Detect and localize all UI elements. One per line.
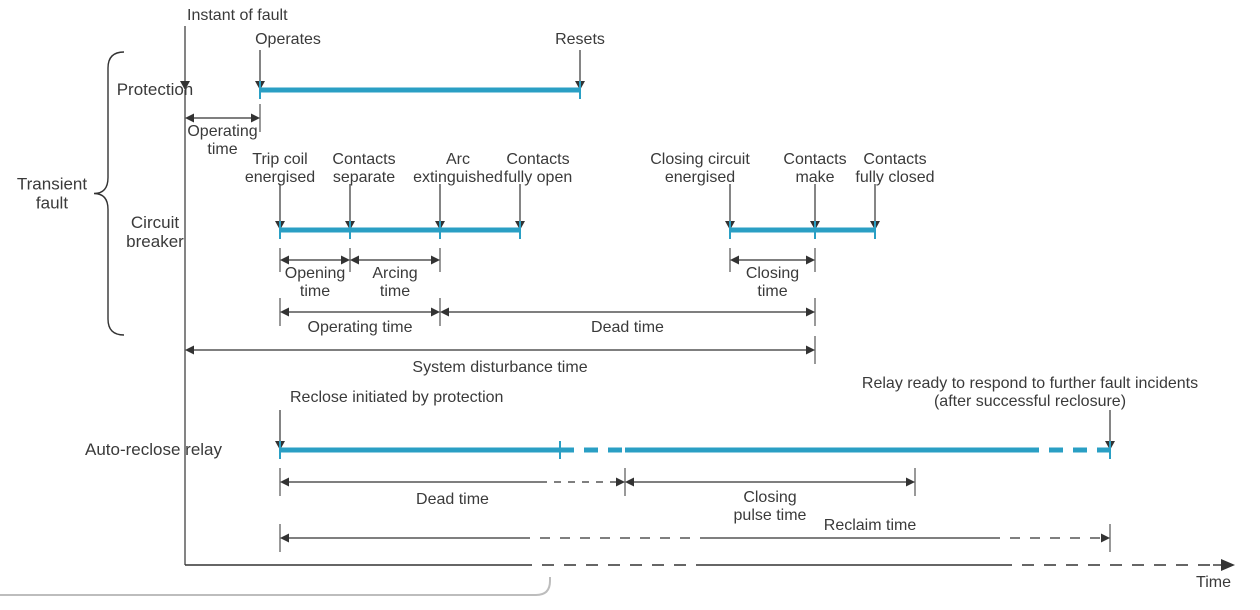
- label-system-disturbance: System disturbance time: [412, 359, 587, 376]
- label-closing-time: time: [757, 283, 787, 300]
- timing-diagram: Transientfault Instant of fault Protection…: [0, 0, 1260, 610]
- label-arc-extinguished: Arc: [446, 151, 470, 168]
- footer-tab-outline: [0, 577, 550, 595]
- label-reclose-initiated: Reclose initiated by protection: [290, 389, 503, 406]
- label-opening-time: Opening: [285, 265, 346, 282]
- label-closing-energised: energised: [665, 169, 735, 186]
- label-closing-pulse: pulse time: [734, 507, 807, 524]
- label-operates: Operates: [255, 31, 321, 48]
- row-label-protection: Protection: [117, 80, 194, 99]
- label-contacts-make: make: [795, 169, 834, 186]
- label-resets: Resets: [555, 31, 605, 48]
- label-contacts-separate: Contacts: [332, 151, 395, 168]
- label-arcing-time: time: [380, 283, 410, 300]
- label-contacts-make: Contacts: [783, 151, 846, 168]
- label-reclaim-time: Reclaim time: [824, 517, 917, 534]
- row-label-auto-reclose: Auto-reclose relay: [85, 440, 223, 459]
- label-ar-dead-time: Dead time: [416, 491, 489, 508]
- label-prot-operating-time: time: [207, 141, 237, 158]
- label-time-axis: Time: [1196, 574, 1231, 591]
- label-trip-energised: Trip coil: [252, 151, 307, 168]
- label-cb-operating-time: Operating time: [308, 319, 413, 336]
- time-axis-arrow: [1221, 559, 1235, 571]
- row-label-cb: Circuit: [131, 213, 179, 232]
- label-contacts-closed: fully closed: [855, 169, 934, 186]
- label-contacts-separate: separate: [333, 169, 395, 186]
- label-arcing-time: Arcing: [372, 265, 417, 282]
- label-prot-operating-time: Operating: [187, 123, 257, 140]
- label-instant-of-fault: Instant of fault: [187, 7, 288, 24]
- label-relay-ready: (after successful reclosure): [934, 393, 1126, 410]
- label-contacts-closed: Contacts: [863, 151, 926, 168]
- label-closing-energised: Closing circuit: [650, 151, 750, 168]
- label-closing-time: Closing: [746, 265, 799, 282]
- label-arc-extinguished: extinguished: [413, 169, 503, 186]
- label-contacts-open: Contacts: [506, 151, 569, 168]
- row-label-cb: breaker: [126, 232, 184, 251]
- label-closing-pulse: Closing: [743, 489, 796, 506]
- label-contacts-open: fully open: [504, 169, 573, 186]
- label-trip-energised: energised: [245, 169, 315, 186]
- label-transient-fault: Transient: [17, 175, 88, 194]
- label-transient-fault: fault: [36, 194, 68, 213]
- label-relay-ready: Relay ready to respond to further fault …: [862, 375, 1198, 392]
- label-cb-dead-time: Dead time: [591, 319, 664, 336]
- label-opening-time: time: [300, 283, 330, 300]
